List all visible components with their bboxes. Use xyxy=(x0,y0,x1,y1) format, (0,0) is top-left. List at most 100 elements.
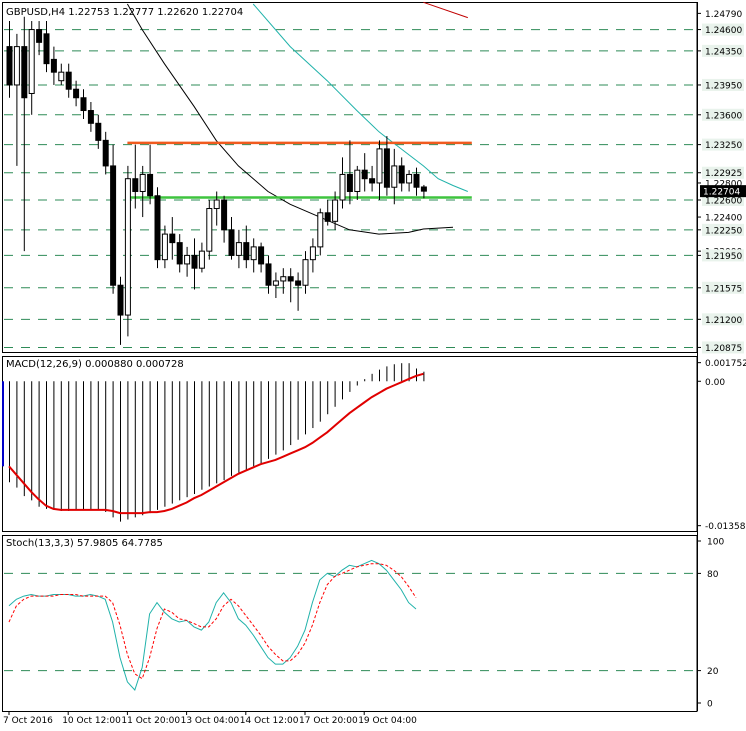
stoch-tick-label: 80 xyxy=(707,570,719,580)
candle-body xyxy=(117,284,124,316)
candle-body xyxy=(169,233,176,244)
candle-body xyxy=(198,250,205,269)
price-tick-box xyxy=(702,78,744,91)
candle-body xyxy=(58,71,65,82)
candle-body xyxy=(36,29,43,43)
price-tick-label: 1.24600 xyxy=(705,26,742,36)
candle-body xyxy=(191,254,198,269)
candle-body xyxy=(280,276,287,282)
candle-body xyxy=(73,88,80,99)
price-tick-label: 1.24350 xyxy=(705,47,742,57)
candle-body xyxy=(13,46,20,86)
candle-body xyxy=(161,233,168,261)
candle-body xyxy=(235,242,242,256)
price-tick-box xyxy=(702,313,744,326)
stoch-signal-line xyxy=(8,563,417,680)
price-tick-box xyxy=(702,341,744,354)
candle-body xyxy=(50,58,57,73)
candle-body xyxy=(43,33,50,65)
candle-body xyxy=(265,263,272,286)
pane-frame xyxy=(2,535,698,712)
candle-body xyxy=(295,280,302,286)
price-tick-label: 1.22250 xyxy=(705,226,742,236)
time-axis: 7 Oct 2016 10 Oct 12:00 11 Oct 20:00 13 Oct… xyxy=(3,711,417,726)
candle-body xyxy=(369,178,376,184)
candle-body xyxy=(102,139,109,167)
ma-red-line xyxy=(423,1,468,19)
candle-body xyxy=(95,122,102,141)
candle-body xyxy=(346,173,353,192)
candle-body xyxy=(213,199,220,210)
stoch-tick-label: 0 xyxy=(707,700,713,710)
candle-body xyxy=(184,254,191,265)
candle-body xyxy=(80,97,87,112)
candle-body xyxy=(124,178,131,316)
candle-body xyxy=(324,212,331,222)
candle-body xyxy=(28,29,35,94)
price-tick-box xyxy=(702,108,744,121)
candle-body xyxy=(21,46,28,99)
macd-pane[interactable] xyxy=(2,356,698,532)
candle-body xyxy=(413,173,420,188)
candle-body xyxy=(339,173,346,201)
candle-body xyxy=(221,199,228,231)
time-tick-label: 17 Oct 20:00 xyxy=(299,716,358,726)
price-tick-box xyxy=(702,138,744,151)
candle-body xyxy=(132,178,139,192)
macd-tick-label: 0.00 xyxy=(705,378,725,388)
ma-teal-line xyxy=(252,3,468,192)
candle-body xyxy=(243,242,250,261)
price-tick-label: 1.20875 xyxy=(705,344,742,354)
candle-body xyxy=(287,276,294,282)
candle-body xyxy=(6,46,13,86)
price-tick-box xyxy=(702,281,744,294)
price-tick-box xyxy=(702,23,744,36)
candle-body xyxy=(272,280,279,286)
candle-body xyxy=(391,165,398,188)
candle-body xyxy=(354,169,361,192)
price-tick-box xyxy=(702,249,744,262)
stoch-tick-label: 20 xyxy=(707,667,719,677)
candle-body xyxy=(332,199,339,222)
candle-body xyxy=(87,110,94,124)
candle-body xyxy=(228,229,235,256)
macd-signal-line xyxy=(8,372,424,515)
candle-body xyxy=(65,71,72,90)
candle-body xyxy=(398,165,405,184)
candle-body xyxy=(317,212,324,248)
price-tick-label: 1.22600 xyxy=(705,197,742,207)
price-tick-label: 1.22800 xyxy=(705,179,742,189)
price-tick-label: 1.23600 xyxy=(705,111,742,121)
price-pane[interactable] xyxy=(2,1,698,353)
candle-body xyxy=(376,148,383,184)
candle-body xyxy=(420,186,427,192)
time-tick-label: 14 Oct 12:00 xyxy=(240,716,299,726)
price-tick-box xyxy=(702,166,744,179)
candle-body xyxy=(383,148,390,188)
price-tick-box xyxy=(702,223,744,236)
stoch-pane-header: Stoch(13,3,3) 57.9805 64.7785 xyxy=(6,538,163,549)
macd-pane-header: MACD(12,26,9) 0.000880 0.000728 xyxy=(6,359,184,370)
price-tick-label: 1.21200 xyxy=(705,316,742,326)
price-tick-label: 1.22925 xyxy=(705,169,742,179)
macd-tick-label: -0.013583 xyxy=(705,522,746,532)
macd-tick-label: 0.001752 xyxy=(705,359,746,369)
stoch-pane[interactable] xyxy=(2,535,698,712)
price-tick-box xyxy=(702,44,744,57)
price-tick-label: 1.24790 xyxy=(705,10,742,20)
price-tick-label: 1.22400 xyxy=(705,214,742,224)
current-price-box xyxy=(700,185,746,198)
price-tick-label: 1.23950 xyxy=(705,81,742,91)
candle-body xyxy=(302,259,309,286)
candle-body xyxy=(206,208,213,252)
price-tick-label: 1.21950 xyxy=(705,252,742,262)
price-tick-label: 1.23250 xyxy=(705,141,742,151)
candle-body xyxy=(309,246,316,261)
time-tick-label: 10 Oct 12:00 xyxy=(62,716,121,726)
candle-body xyxy=(139,173,146,192)
price-tick-label: 1.21575 xyxy=(705,284,742,294)
stoch-tick-label: 100 xyxy=(707,538,724,548)
candle-body xyxy=(110,165,117,286)
candle-body xyxy=(406,173,413,184)
